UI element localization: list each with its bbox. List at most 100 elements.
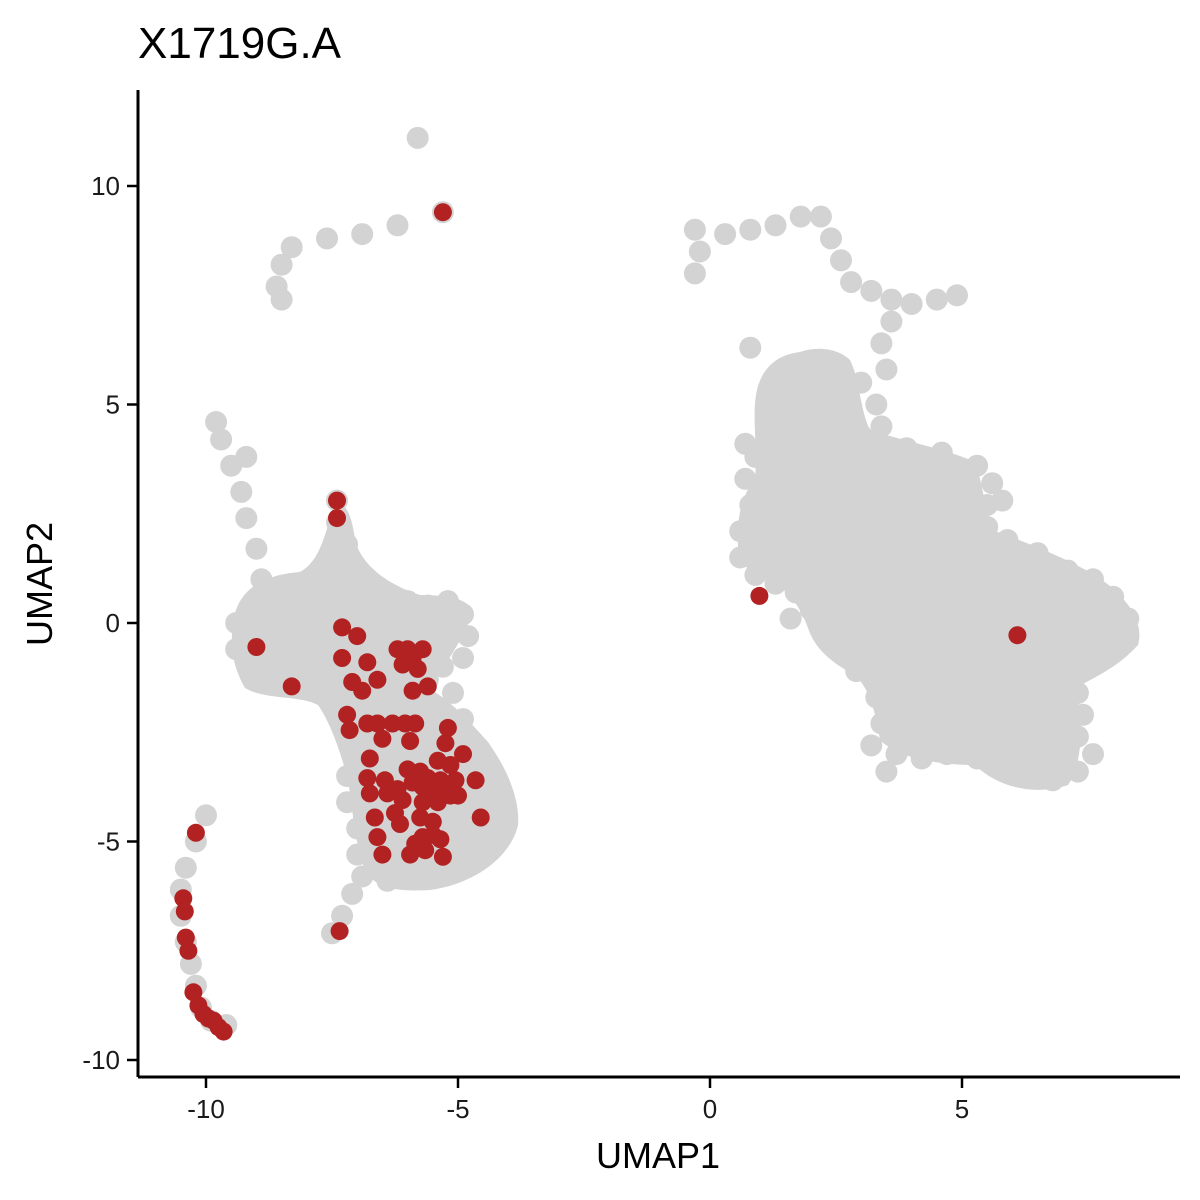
background-cell-point (966, 454, 989, 477)
background-cell-point (870, 332, 893, 355)
background-cell-point (981, 472, 1004, 495)
background-cell-point (850, 424, 873, 447)
background-cell-point (825, 354, 847, 377)
highlighted-cell-point (348, 627, 367, 646)
background-cell-point (885, 563, 908, 586)
y-tick-label: -10 (82, 1045, 120, 1075)
background-cell-point (830, 441, 852, 464)
highlighted-cell-point (433, 847, 452, 866)
highlighted-cell-point (393, 791, 412, 809)
background-cell-point (779, 546, 802, 569)
highlighted-cell-point (328, 491, 346, 510)
highlighted-cell-point (333, 649, 352, 667)
background-cell-point (235, 507, 258, 530)
background-cell-point (905, 651, 928, 674)
background-cell-point (346, 559, 369, 582)
background-cell-point (1072, 703, 1094, 726)
background-cell-point (764, 214, 787, 237)
highlighted-cell-point (368, 714, 387, 733)
background-cell-point (305, 651, 328, 674)
background-cell-point (799, 358, 822, 381)
background-cell-point (729, 520, 752, 543)
highlighted-cell-point (406, 714, 425, 733)
background-cell-point (996, 668, 1019, 691)
background-cell-point (925, 494, 948, 516)
background-cell-point (830, 249, 852, 272)
highlighted-cell-point (179, 941, 198, 960)
background-cell-point (976, 494, 999, 516)
highlighted-cell-point (383, 714, 402, 733)
background-cell-point (925, 288, 948, 311)
y-tick-label: 0 (106, 608, 120, 638)
x-tick-label: 0 (703, 1094, 717, 1124)
background-cell-point (890, 690, 913, 713)
background-cell-point (351, 223, 374, 246)
background-cell-point (341, 738, 364, 761)
highlighted-cell-point (373, 729, 392, 748)
highlighted-cell-point (338, 705, 357, 724)
x-axis-title: UMAP1 (596, 1135, 720, 1176)
background-cell-point (804, 467, 827, 490)
highlighted-cell-point (214, 1022, 233, 1041)
background-cell-point (946, 284, 968, 307)
background-cell-point (1041, 769, 1064, 792)
background-cell-point (683, 262, 706, 285)
highlighted-cell-point (401, 732, 420, 750)
background-cell-point (1082, 568, 1104, 591)
highlighted-cell-point (413, 793, 432, 812)
y-tick-label: -5 (97, 827, 120, 857)
background-cell-point (1082, 743, 1104, 766)
background-cell-point (799, 598, 822, 621)
background-cell-point (431, 655, 454, 678)
highlighted-cell-point (353, 681, 372, 700)
background-cell-point (316, 590, 338, 613)
highlighted-cell-point (340, 721, 359, 740)
x-tick-label: -10 (187, 1094, 225, 1124)
chart-title: X1719G.A (138, 19, 342, 68)
background-cell-point (779, 607, 802, 630)
highlighted-cell-point (328, 509, 346, 528)
background-cell-point (1046, 598, 1069, 621)
background-cell-point (779, 498, 802, 521)
background-cell-point (1056, 625, 1079, 648)
background-cell-point (825, 638, 847, 661)
background-cell-point (683, 218, 706, 241)
background-cell-point (265, 594, 288, 617)
background-cell-point (1102, 585, 1125, 608)
highlighted-cell-point (247, 638, 266, 656)
y-tick-label: 10 (91, 171, 120, 201)
background-cell-point (930, 441, 953, 464)
background-cell-point (174, 856, 197, 879)
background-cell-point (1066, 725, 1089, 748)
highlighted-cell-point (438, 718, 457, 737)
highlighted-cell-point (449, 786, 467, 805)
highlighted-cell-point (368, 828, 387, 847)
background-cell-point (1112, 629, 1135, 652)
background-cell-point (940, 572, 963, 595)
background-cell-point (351, 865, 374, 888)
background-cell-point (729, 546, 752, 569)
background-cell-point (875, 358, 898, 381)
background-cell-point (406, 126, 429, 149)
background-cell-point (875, 760, 898, 783)
background-cell-point (789, 205, 812, 228)
background-cell-point (1016, 765, 1039, 787)
background-cell-point (326, 686, 348, 709)
highlighted-cell-point (360, 749, 379, 768)
highlighted-cell-point (436, 734, 455, 753)
background-cell-point (336, 533, 359, 556)
background-cell-point (840, 271, 863, 294)
background-cell-point (739, 494, 762, 516)
background-cell-point (759, 419, 782, 442)
background-cell-point (341, 882, 364, 905)
highlighted-cell-point (373, 845, 392, 864)
highlighted-cells (174, 203, 1027, 1041)
background-cell-point (356, 594, 379, 617)
background-cell-point (809, 616, 832, 639)
background-cell-point (890, 507, 913, 530)
background-cell-point (840, 577, 863, 599)
background-cell-point (436, 590, 459, 613)
highlighted-cell-point (330, 922, 349, 941)
highlighted-cell-point (418, 677, 437, 696)
background-cell-point (1117, 607, 1140, 630)
